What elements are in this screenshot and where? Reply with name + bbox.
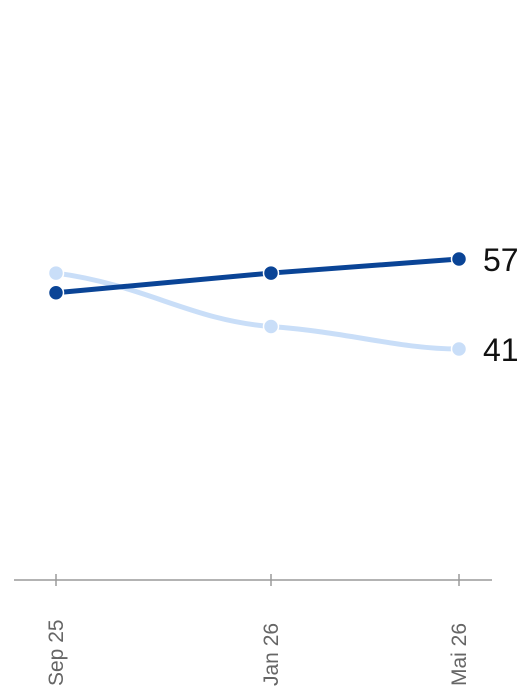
data-point — [47, 264, 65, 282]
x-tick-label: Sep 25 — [45, 619, 68, 686]
data-point — [47, 284, 65, 301]
data-point — [262, 318, 280, 335]
series-line — [53, 270, 462, 352]
x-tick-label: Mai 26 — [448, 623, 471, 686]
data-point — [262, 264, 280, 282]
x-axis: Sep 25 Jan 26 Mai 26 — [14, 574, 492, 686]
data-point — [450, 340, 468, 358]
series-end-label: 57 — [483, 242, 519, 278]
series-layer: 41 57 — [47, 242, 519, 368]
series-end-label: 41 — [483, 332, 519, 368]
x-tick-label: Jan 26 — [260, 623, 283, 686]
data-point — [450, 250, 468, 268]
series-line — [53, 256, 462, 296]
